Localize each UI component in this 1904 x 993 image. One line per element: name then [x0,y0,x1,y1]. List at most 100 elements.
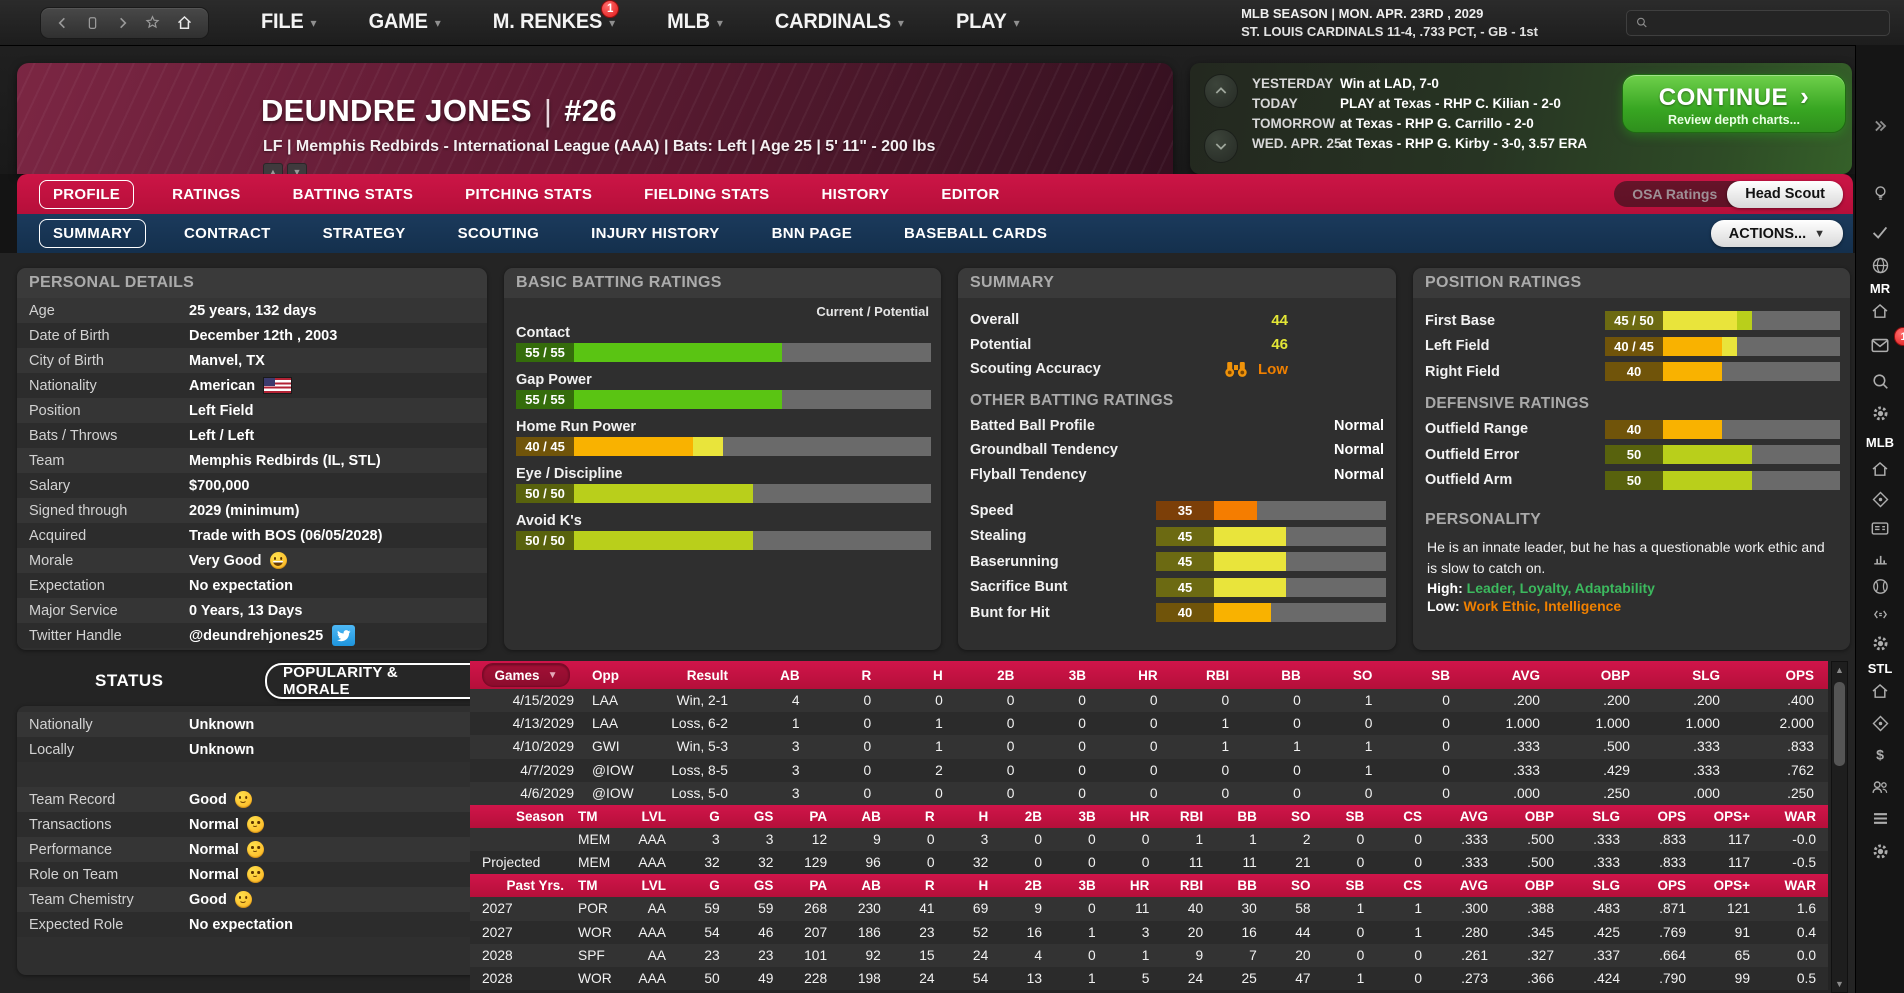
menu-item[interactable]: CARDINALS ▾ [774,10,904,34]
column-header[interactable]: PA [809,878,828,894]
scoreboard-icon[interactable] [1856,576,1904,597]
games-dropdown[interactable]: Games ▼ [481,663,571,687]
column-header[interactable]: GS [753,808,774,824]
past-year-row[interactable]: 2027 POR AA 59 59 268 230 41 69 9 0 11 40 30 58 1 1.300.… [470,897,1828,921]
column-header[interactable]: LVL [641,878,667,894]
column-header[interactable]: H [933,667,943,683]
column-header[interactable]: OPS+ [1713,878,1750,894]
column-header[interactable]: SLG [1592,878,1620,894]
primary-tab[interactable]: EDITOR [941,185,1000,203]
column-header[interactable]: CS [1403,878,1422,894]
primary-tab[interactable]: HISTORY [821,185,890,203]
scrollbar-thumb[interactable] [1834,682,1845,766]
primary-tab[interactable]: PROFILE [39,179,135,209]
column-header[interactable]: OBP [1524,808,1554,824]
scores-icon[interactable] [1856,489,1904,510]
league-home-icon[interactable] [1856,459,1904,480]
search-icon[interactable] [1856,371,1904,392]
secondary-tab[interactable]: SUMMARY [39,219,147,248]
column-header[interactable]: RBI [1205,667,1230,683]
column-header[interactable]: BB [1237,878,1257,894]
game-row[interactable]: 4/6/2029 @IOW Loss, 5-0 3 0 0 0 0 0 0 0 0 0 .000 .250.… [470,781,1828,805]
standings-icon[interactable] [1856,519,1904,538]
stats-icon[interactable] [1856,548,1904,568]
column-header[interactable]: 2B [1024,808,1042,824]
column-header[interactable]: R [924,808,935,824]
menu-item[interactable]: PLAY ▾ [955,10,1020,34]
column-header[interactable]: TM [578,808,598,824]
column-header[interactable]: 3B [1078,878,1096,894]
search-box[interactable] [1626,9,1890,36]
scroll-up-icon[interactable]: ▲ [1835,665,1844,675]
game-row[interactable]: 4/13/2029 LAA Loss, 6-2 1 0 1 0 0 0 1 0 0 0 1.000 1.00… [470,712,1828,736]
team-home-icon[interactable] [1856,681,1904,702]
website-icon[interactable] [1856,255,1904,276]
schedule-up-icon[interactable] [1204,74,1238,108]
past-year-row[interactable]: 2028 SPF AA 23 23 101 92 15 24 4 0 1 9 7 20 0 0 .261 .327.… [470,943,1828,967]
column-header[interactable]: AVG [1459,808,1488,824]
league-settings-icon[interactable] [1856,633,1904,654]
column-header[interactable]: OBP [1524,878,1554,894]
idea-icon[interactable] [1856,183,1904,204]
column-header[interactable]: SO [1352,667,1373,683]
column-header[interactable]: SB [1431,667,1450,683]
actions-dropdown[interactable]: ACTIONS... ▼ [1710,220,1843,247]
column-header[interactable]: Result [686,667,728,683]
column-header[interactable]: OPS [1785,667,1814,683]
game-row[interactable]: 4/7/2029 @IOW Loss, 8-5 3 0 2 0 0 0 0 0 1 0 .333 .429.… [470,758,1828,782]
column-header[interactable]: OPS [1657,808,1686,824]
column-header[interactable]: H [978,878,989,894]
game-row[interactable]: 4/15/2029 LAA Win, 2-1 4 0 0 0 0 0 0 0 1 0 .200 .200 .2… [470,689,1828,713]
past-year-row[interactable]: 2028 WOR AAA 50 49 228 198 24 54 13 1 5 24 25 47 1 0 .273… [470,966,1828,991]
primary-tab[interactable]: FIELDING STATS [644,185,770,203]
team-scores-icon[interactable] [1856,713,1904,734]
previous-player-icon[interactable]: ▲ [263,163,283,174]
column-header[interactable]: WAR [1784,878,1817,894]
column-header[interactable]: SB [1345,878,1365,894]
column-header[interactable]: AVG [1511,667,1540,683]
osa-ratings-toggle[interactable]: OSA Ratings [1614,181,1744,207]
column-header[interactable]: GS [753,878,774,894]
column-header[interactable]: HR [1138,667,1158,683]
column-header[interactable]: SO [1291,878,1311,894]
column-header[interactable]: OPS [1657,878,1686,894]
column-header[interactable]: TM [578,878,598,894]
menu-item[interactable]: MLB ▾ [667,10,723,34]
menu-item[interactable]: FILE ▾ [261,10,317,34]
inbox-icon[interactable]: 1 [1856,327,1904,355]
column-header[interactable]: SO [1291,808,1311,824]
column-header[interactable]: RBI [1179,878,1204,894]
column-header[interactable]: SLG [1592,808,1620,824]
column-header[interactable]: H [978,808,989,824]
column-header[interactable]: WAR [1784,808,1817,824]
page-icon[interactable] [85,15,100,31]
primary-tab[interactable]: PITCHING STATS [465,185,593,203]
home-icon[interactable] [175,14,194,32]
game-row[interactable]: 4/10/2029 GWI Win, 5-3 3 0 1 0 0 0 1 1 1 0 .333 .500 .3… [470,735,1828,759]
column-header[interactable]: RBI [1179,808,1204,824]
menu-item[interactable]: M. RENKES ▾ 1 [493,0,620,34]
secondary-tab[interactable]: BNN PAGE [771,225,853,242]
column-header[interactable]: BB [1237,808,1257,824]
secondary-tab[interactable]: CONTRACT [184,225,271,242]
tasks-icon[interactable] [1856,221,1904,243]
popularity-morale-button[interactable]: POPULARITY & MORALE [265,663,487,699]
column-header[interactable]: G [709,808,720,824]
column-header[interactable]: R [861,667,872,683]
team-settings-icon[interactable] [1856,841,1904,862]
column-header[interactable]: HR [1129,808,1150,824]
column-header[interactable]: OPS+ [1713,808,1750,824]
search-input[interactable] [1654,14,1881,31]
column-header[interactable]: G [709,878,720,894]
next-player-icon[interactable]: ▼ [287,163,307,174]
column-header[interactable]: BB [1281,667,1301,683]
column-header[interactable]: CS [1403,808,1422,824]
season-row[interactable]: MEM AAA 3 3 12 9 0 3 0 0 0 1 1 2 0 0.333.500.333.833 117… [470,827,1828,852]
column-header[interactable]: 2B [1024,878,1042,894]
column-header[interactable]: OBP [1600,667,1630,683]
primary-tab[interactable]: RATINGS [172,185,241,203]
table-scrollbar[interactable]: ▲ ▼ [1831,661,1848,993]
secondary-tab[interactable]: BASEBALL CARDS [904,225,1048,242]
back-icon[interactable] [55,15,71,31]
column-header[interactable]: SB [1345,808,1365,824]
